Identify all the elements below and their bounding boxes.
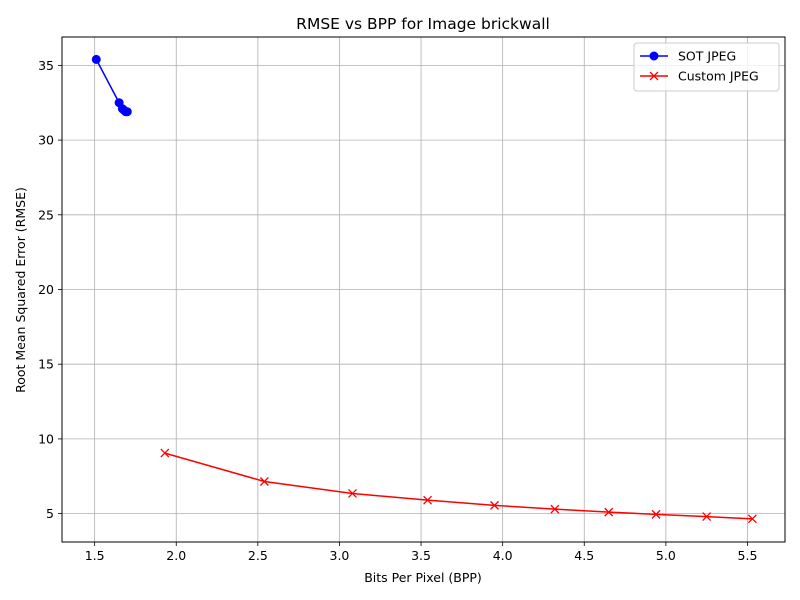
x-tick-label: 3.0 bbox=[330, 548, 350, 563]
y-axis-ticks: 5 10 15 20 25 30 35 bbox=[38, 58, 62, 521]
y-tick-label: 10 bbox=[38, 431, 54, 446]
y-tick-label: 20 bbox=[38, 282, 54, 297]
x-tick-label: 5.0 bbox=[656, 548, 676, 563]
data-point bbox=[604, 507, 614, 517]
legend-box bbox=[633, 42, 780, 92]
x-axis-label: Bits Per Pixel (BPP) bbox=[364, 570, 482, 585]
y-tick-label: 15 bbox=[38, 357, 54, 372]
y-tick-label: 35 bbox=[38, 58, 54, 73]
x-tick-label: 2.0 bbox=[166, 548, 186, 563]
series-line bbox=[164, 452, 753, 520]
x-axis-ticks: 1.5 2.0 2.5 3.0 3.5 4.0 4.5 5.0 5.5 bbox=[85, 542, 758, 563]
data-point bbox=[423, 495, 433, 505]
x-tick-label: 2.5 bbox=[248, 548, 268, 563]
legend-label: SOT JPEG bbox=[678, 49, 736, 64]
legend-marker bbox=[649, 51, 659, 61]
chart-title: RMSE vs BPP for Image brickwall bbox=[296, 15, 550, 33]
y-tick-label: 30 bbox=[38, 133, 54, 148]
data-point bbox=[160, 448, 170, 458]
series-0 bbox=[91, 54, 132, 117]
x-tick-label: 3.5 bbox=[411, 548, 431, 563]
plot-frame bbox=[61, 36, 786, 543]
series-1 bbox=[160, 448, 757, 524]
data-point bbox=[651, 509, 661, 519]
x-tick-label: 5.5 bbox=[738, 548, 758, 563]
x-tick-label: 4.5 bbox=[574, 548, 594, 563]
data-point bbox=[702, 512, 712, 522]
data-point bbox=[550, 504, 560, 514]
y-tick-label: 5 bbox=[46, 506, 54, 521]
legend-marker bbox=[649, 71, 659, 81]
grid bbox=[62, 37, 785, 542]
series-layer bbox=[91, 54, 757, 524]
data-point bbox=[122, 107, 132, 117]
legend: SOT JPEG Custom JPEG bbox=[633, 42, 780, 92]
legend-label: Custom JPEG bbox=[678, 69, 759, 84]
x-tick-label: 1.5 bbox=[85, 548, 105, 563]
data-point bbox=[490, 500, 499, 510]
data-point bbox=[259, 477, 269, 486]
x-tick-label: 4.0 bbox=[493, 548, 513, 563]
y-tick-label: 25 bbox=[38, 207, 54, 222]
data-point bbox=[91, 54, 101, 64]
y-axis-label: Root Mean Squared Error (RMSE) bbox=[13, 187, 28, 393]
data-point bbox=[747, 514, 757, 524]
data-point bbox=[348, 488, 357, 498]
